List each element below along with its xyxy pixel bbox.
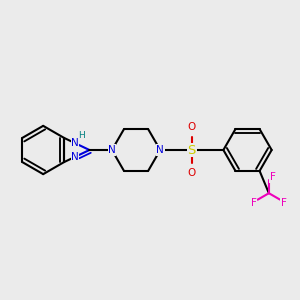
Text: F: F (270, 172, 275, 182)
Text: O: O (188, 168, 196, 178)
Text: N: N (71, 152, 79, 162)
Text: F: F (281, 198, 287, 208)
Text: H: H (78, 131, 85, 140)
Text: F: F (251, 198, 257, 208)
Text: O: O (188, 122, 196, 132)
Text: S: S (188, 143, 196, 157)
Text: N: N (108, 145, 116, 155)
Text: N: N (156, 145, 164, 155)
Text: N: N (71, 138, 79, 148)
